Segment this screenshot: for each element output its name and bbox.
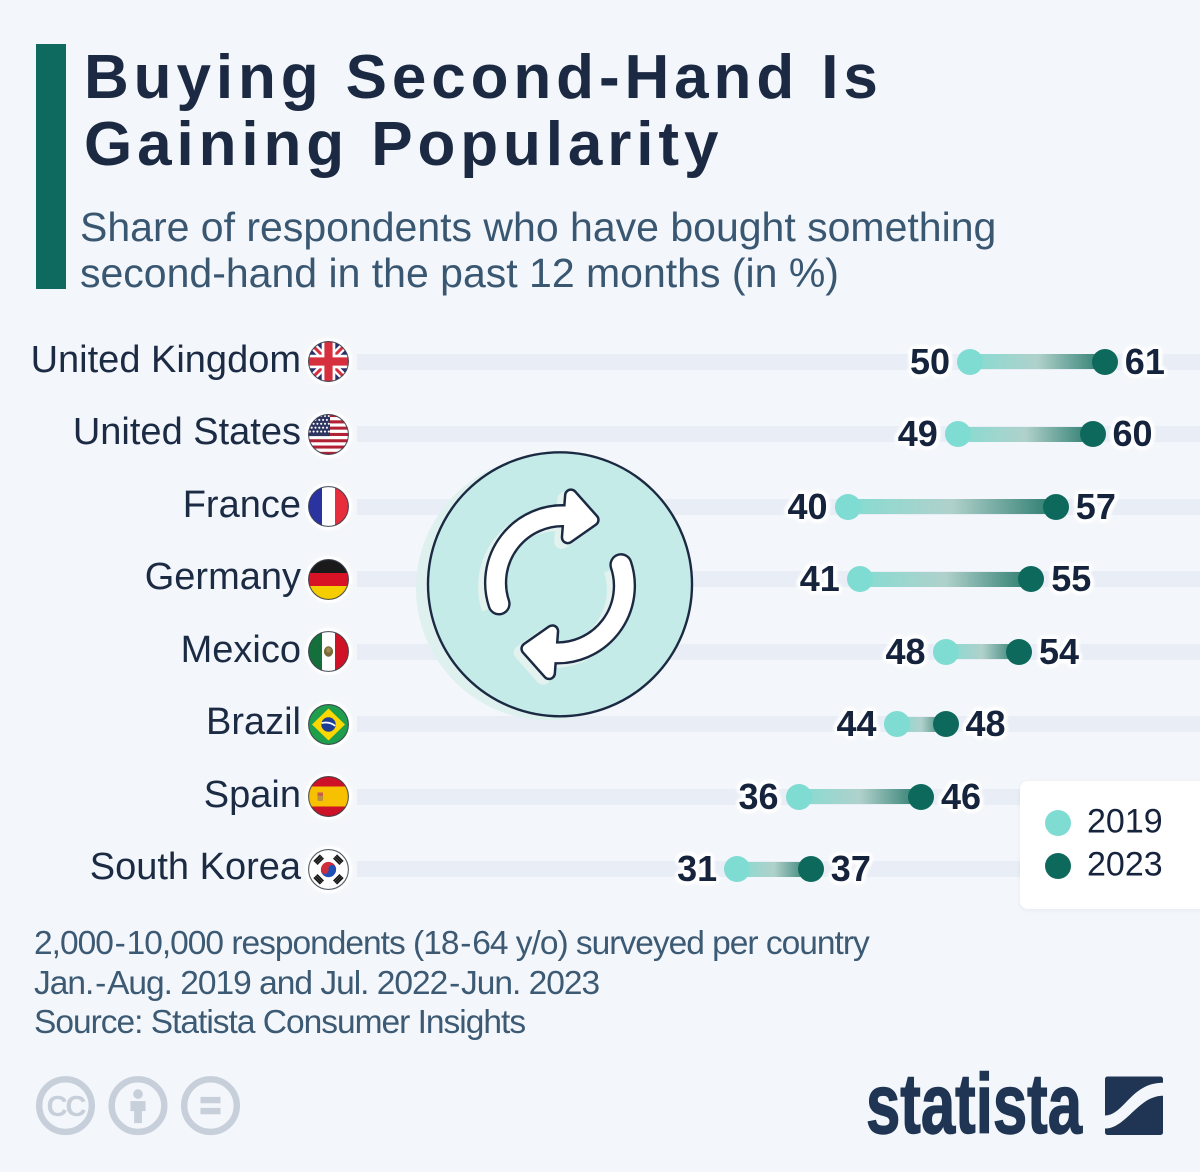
svg-text:CC: CC <box>47 1091 87 1123</box>
svg-text:statista: statista <box>866 1062 1083 1142</box>
